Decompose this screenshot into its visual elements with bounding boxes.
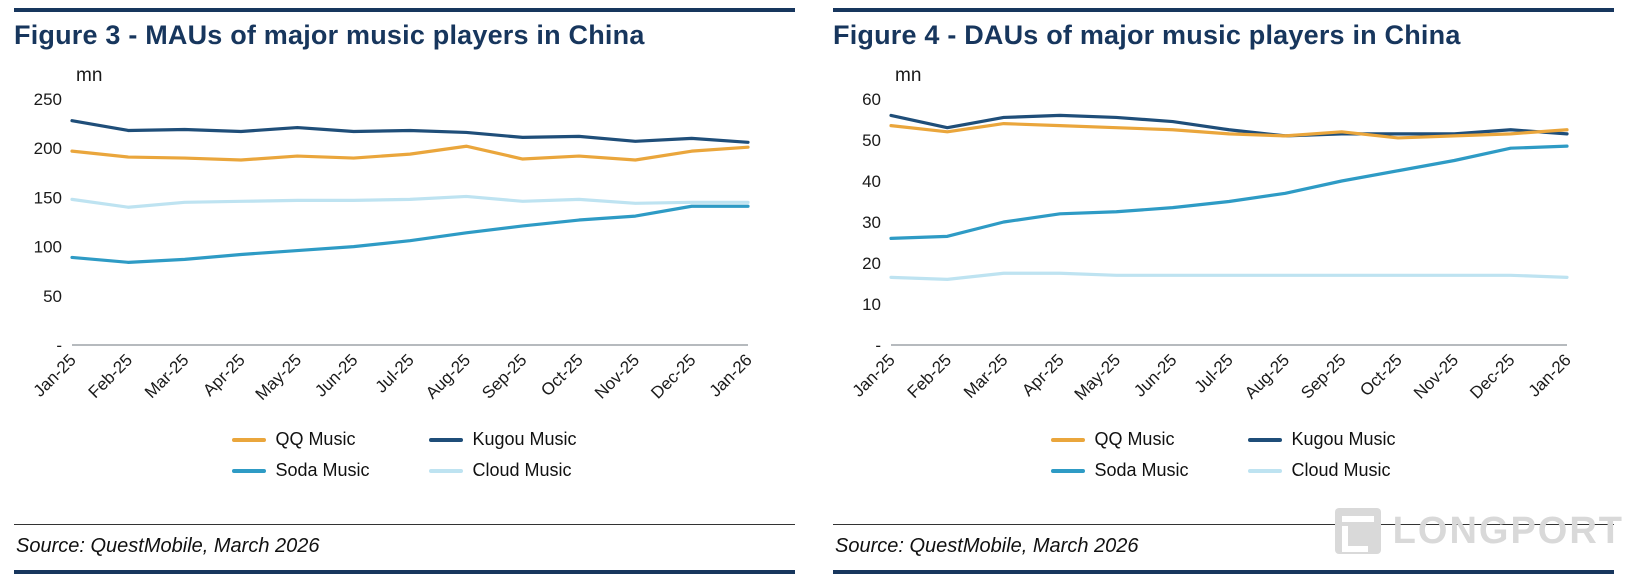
footer-rule-thin: [14, 524, 795, 525]
legend-swatch: [429, 468, 464, 473]
svg-text:-: -: [875, 336, 881, 355]
y-axis-unit-label: mn: [895, 65, 922, 86]
legend-item: QQ Music: [232, 429, 369, 450]
chart-legend: QQ Music Kugou Music Soda Music Cloud Music: [14, 429, 795, 481]
svg-text:Jun-25: Jun-25: [1130, 350, 1180, 400]
svg-text:40: 40: [862, 172, 881, 191]
legend-label: Soda Music: [275, 460, 370, 480]
svg-text:Jul-25: Jul-25: [1191, 350, 1237, 396]
svg-text:100: 100: [34, 238, 62, 257]
svg-text:50: 50: [862, 131, 881, 150]
svg-text:Jan-26: Jan-26: [1525, 350, 1575, 400]
svg-text:Jan-26: Jan-26: [706, 350, 756, 400]
svg-text:150: 150: [34, 188, 62, 207]
source-note: Source: QuestMobile, March 2026: [835, 535, 1139, 557]
legend-label: Kugou Music: [1291, 429, 1396, 449]
legend-label: Cloud Music: [1291, 460, 1391, 480]
svg-text:May-25: May-25: [1071, 350, 1125, 404]
svg-text:Dec-25: Dec-25: [647, 350, 699, 402]
svg-text:50: 50: [43, 287, 62, 306]
legend-swatch: [232, 437, 267, 442]
svg-text:Aug-25: Aug-25: [1241, 350, 1293, 402]
legend-item: Soda Music: [1051, 460, 1188, 481]
legend-item: Kugou Music: [1248, 429, 1396, 450]
legend-label: Soda Music: [1094, 460, 1189, 480]
legend-label: Cloud Music: [472, 460, 572, 480]
svg-text:20: 20: [862, 254, 881, 273]
legend-label: Kugou Music: [472, 429, 577, 449]
figure-4-title: Figure 4 - DAUs of major music players i…: [833, 20, 1461, 50]
figure-footer: Source: QuestMobile, March 2026: [833, 524, 1614, 574]
figure-3-title: Figure 3 - MAUs of major music players i…: [14, 20, 645, 50]
svg-text:30: 30: [862, 213, 881, 232]
svg-text:Apr-25: Apr-25: [199, 350, 249, 400]
svg-text:Apr-25: Apr-25: [1018, 350, 1068, 400]
mau-line-chart: - 50 100 150 200 250 Jan-25 Feb-25 Mar-25 Apr-25 M…: [30, 90, 756, 404]
legend-swatch: [1248, 468, 1283, 473]
svg-text:60: 60: [862, 90, 881, 109]
svg-text:Sep-25: Sep-25: [478, 350, 530, 402]
legend-item: Kugou Music: [429, 429, 577, 450]
svg-text:Nov-25: Nov-25: [591, 350, 643, 402]
svg-text:Mar-25: Mar-25: [960, 350, 1012, 402]
source-note: Source: QuestMobile, March 2026: [16, 535, 320, 557]
bottom-rule: [14, 570, 795, 574]
legend-item: QQ Music: [1051, 429, 1188, 450]
top-rule: [14, 8, 795, 12]
footer-rule-thin: [833, 524, 1614, 525]
legend-item: Soda Music: [232, 460, 369, 481]
legend-label: QQ Music: [1094, 429, 1175, 449]
legend-swatch: [429, 437, 464, 442]
bottom-rule: [833, 570, 1614, 574]
figure-footer: Source: QuestMobile, March 2026: [14, 524, 795, 574]
svg-text:Jul-25: Jul-25: [372, 350, 418, 396]
svg-text:-: -: [56, 336, 62, 355]
svg-text:Sep-25: Sep-25: [1297, 350, 1349, 402]
dau-line-chart: - 10 20 30 40 50 60 Jan-25 Feb-25 Mar-25 Apr-25 May…: [849, 90, 1575, 404]
svg-text:Aug-25: Aug-25: [422, 350, 474, 402]
legend-label: QQ Music: [275, 429, 356, 449]
legend-item: Cloud Music: [429, 460, 576, 481]
svg-text:250: 250: [34, 90, 62, 109]
svg-text:Dec-25: Dec-25: [1466, 350, 1518, 402]
svg-text:Feb-25: Feb-25: [85, 350, 137, 402]
svg-text:May-25: May-25: [252, 350, 306, 404]
legend-swatch: [1248, 437, 1283, 442]
svg-text:10: 10: [862, 295, 881, 314]
legend-swatch: [232, 468, 267, 473]
figure-4-panel: Figure 4 - DAUs of major music players i…: [833, 8, 1614, 574]
svg-text:200: 200: [34, 139, 62, 158]
svg-text:Mar-25: Mar-25: [141, 350, 193, 402]
top-rule: [833, 8, 1614, 12]
chart-legend: QQ Music Kugou Music Soda Music Cloud Music: [833, 429, 1614, 481]
y-axis-unit-label: mn: [76, 65, 103, 86]
svg-text:Jan-25: Jan-25: [30, 350, 80, 400]
legend-swatch: [1051, 437, 1086, 442]
legend-swatch: [1051, 468, 1086, 473]
svg-text:Jun-25: Jun-25: [311, 350, 361, 400]
svg-text:Feb-25: Feb-25: [904, 350, 956, 402]
figure-3-panel: Figure 3 - MAUs of major music players i…: [14, 8, 795, 574]
svg-text:Oct-25: Oct-25: [1356, 350, 1406, 400]
legend-item: Cloud Music: [1248, 460, 1395, 481]
svg-text:Jan-25: Jan-25: [849, 350, 899, 400]
svg-text:Nov-25: Nov-25: [1410, 350, 1462, 402]
svg-text:Oct-25: Oct-25: [537, 350, 587, 400]
